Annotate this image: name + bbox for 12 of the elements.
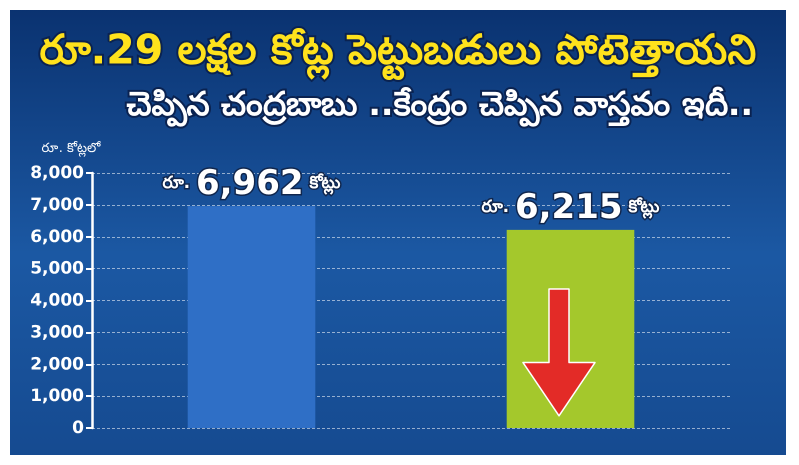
y-tick-label: 5,000 [30,258,84,279]
y-tick-label: 6,000 [30,226,84,247]
y-tick-label: 0 [72,418,84,438]
chart-title: రూ.29 లక్షల కోట్ల పెట్టుబడులు పోటెత్తాయని [40,26,756,80]
y-tick-label: 3,000 [30,322,84,342]
y-tick-label: 1,000 [30,386,84,406]
chart-subtitle: చెప్పిన చంద్రబాబు ..కేంద్రం చెప్పిన వాస్తవం ఇదీ.. [126,84,754,127]
y-axis-title: రూ. కోట్లలో [42,140,102,157]
y-tick-label: 7,000 [30,194,84,215]
y-tick-label: 4,000 [30,290,84,310]
y-tick-label: 2,000 [30,354,84,374]
y-tick-label: 8,000 [30,163,84,183]
